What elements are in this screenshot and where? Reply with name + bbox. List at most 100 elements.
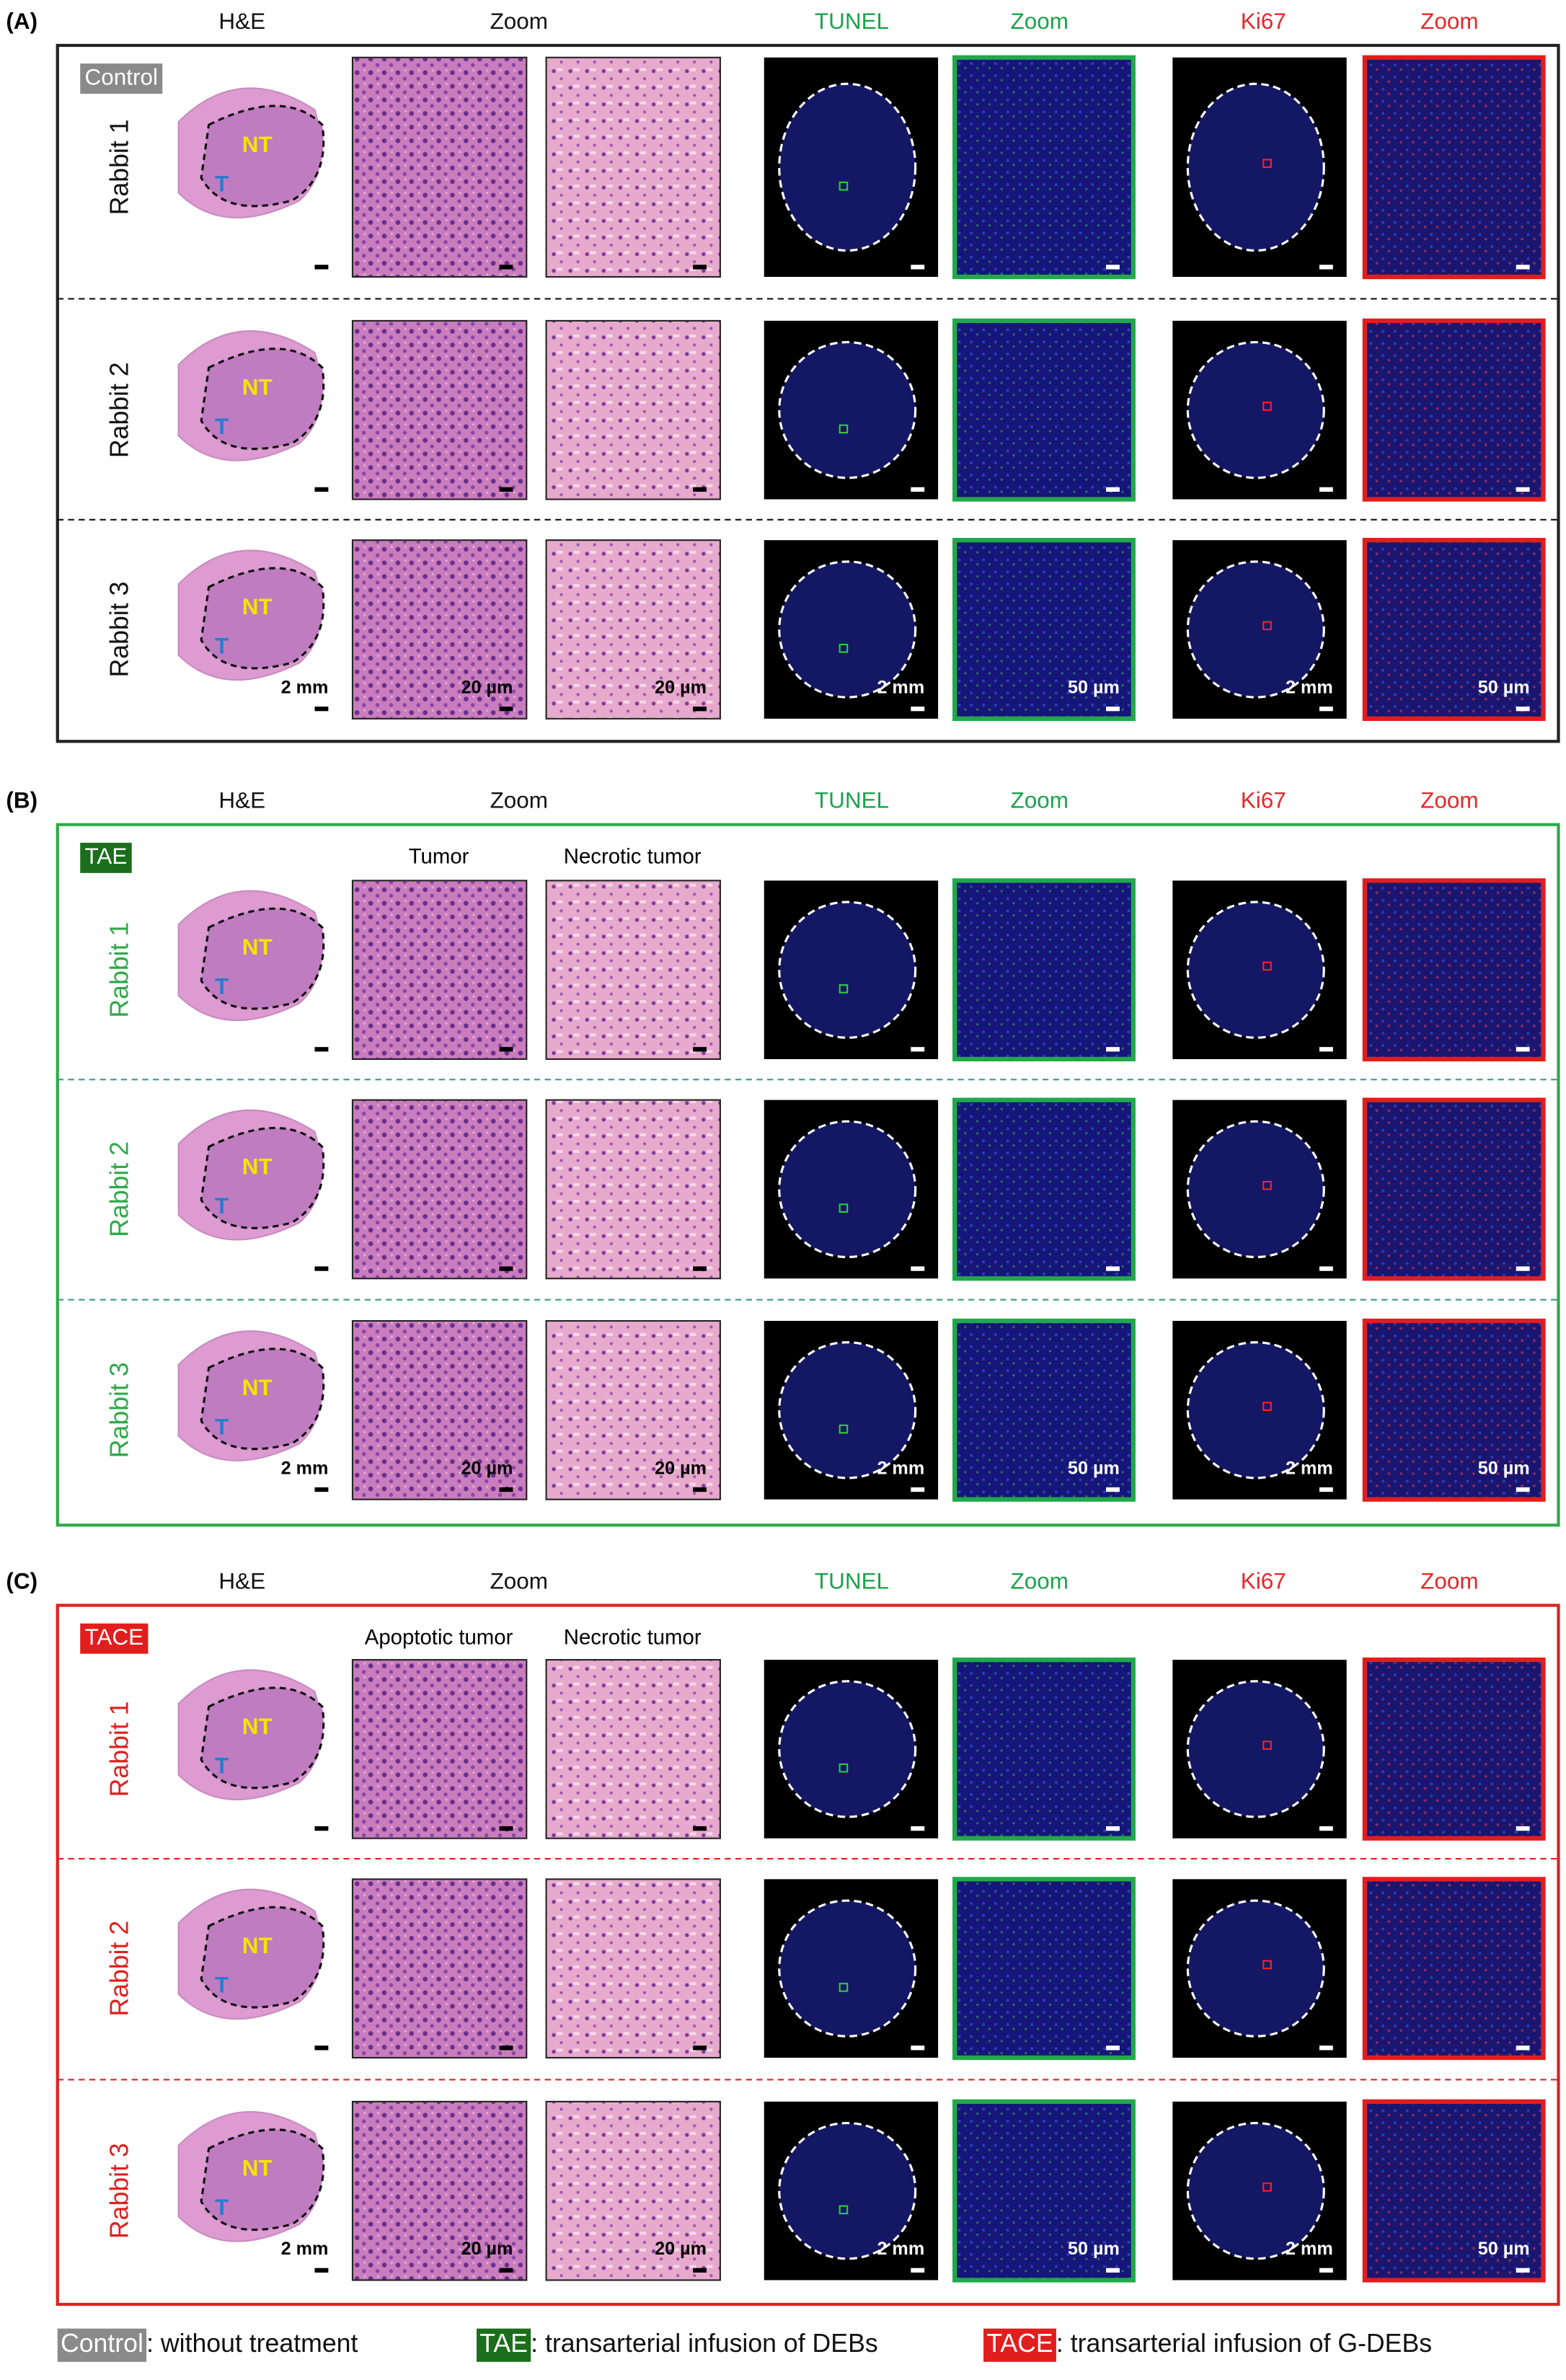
scale-bar xyxy=(1319,1487,1333,1492)
scale-bar xyxy=(1106,2045,1120,2051)
scale-bar xyxy=(499,265,513,270)
legend-text: : transarterial infusion of DEBs xyxy=(531,2329,878,2358)
column-header: Zoom xyxy=(1420,1568,1478,1593)
row-label: Rabbit 3 xyxy=(105,2143,133,2239)
ki67-tissue xyxy=(1186,1680,1325,1818)
ki67-zoom xyxy=(1362,318,1546,502)
he-zoom-tumor xyxy=(351,1659,528,1839)
ki67-tissue xyxy=(1186,1341,1325,1479)
column-header: Ki67 xyxy=(1241,788,1286,813)
he-zoom-necrotic xyxy=(545,1878,721,2059)
ki67-zoom xyxy=(1362,1877,1546,2061)
he-zoom-necrotic xyxy=(545,319,721,500)
scale-bar-label: 20 µm xyxy=(461,677,513,697)
tissue-label: NT xyxy=(242,1154,273,1179)
column-header: TUNEL xyxy=(815,788,889,813)
he-zoom-necrotic xyxy=(545,2100,721,2281)
tissue-label: NT xyxy=(242,594,273,619)
scale-bar xyxy=(693,2268,707,2273)
scale-bar xyxy=(911,1487,925,1492)
ki67-tissue xyxy=(1186,82,1325,252)
panel-label: (B) xyxy=(6,788,37,813)
tumor-outline xyxy=(200,2128,325,2231)
tunel-zoom xyxy=(952,318,1136,502)
tissue-label: NT xyxy=(242,1714,273,1739)
panel-label: (C) xyxy=(6,1568,37,1593)
row-label: Rabbit 1 xyxy=(105,1702,133,1797)
scale-bar xyxy=(911,1047,925,1052)
ki67-zoom xyxy=(1362,55,1546,280)
tunel-roi xyxy=(839,1983,849,1992)
column-header: TUNEL xyxy=(815,1568,889,1593)
tissue-label: NT xyxy=(242,1375,273,1400)
he-zoom-tumor xyxy=(351,1319,528,1500)
scale-bar xyxy=(1319,1826,1333,1831)
scale-bar xyxy=(1106,1826,1120,1831)
scale-bar-label: 50 µm xyxy=(1478,1458,1530,1478)
column-header: TUNEL xyxy=(815,9,889,34)
tissue-label: T xyxy=(215,1193,229,1218)
scale-bar-label: 2 mm xyxy=(1286,2239,1333,2259)
group-tag-bg xyxy=(80,842,132,873)
tunel-roi xyxy=(839,2205,849,2215)
legend-tag: TAE xyxy=(479,2329,528,2358)
scale-bar-label: 20 µm xyxy=(461,1458,513,1478)
tunel-roi xyxy=(839,1424,849,1434)
scale-bar xyxy=(693,1487,707,1492)
scale-bar-label: 2 mm xyxy=(877,677,924,697)
tunel-tissue xyxy=(778,341,917,479)
tissue-label: T xyxy=(215,1973,229,1998)
row-label: Rabbit 3 xyxy=(105,1362,133,1458)
scale-bar xyxy=(693,2045,707,2051)
tunel-roi xyxy=(839,1203,849,1213)
ki67-roi xyxy=(1262,159,1272,168)
column-header: H&E xyxy=(218,788,265,813)
column-header: Zoom xyxy=(1420,788,1478,813)
ki67-roi xyxy=(1262,1402,1272,1411)
group-tag: TACE xyxy=(85,1624,144,1650)
tunel-roi xyxy=(839,424,849,434)
scale-bar xyxy=(499,2045,513,2051)
row-label: Rabbit 1 xyxy=(105,119,133,215)
he-zoom-necrotic xyxy=(545,539,721,720)
tunel-tissue xyxy=(778,1899,917,2038)
scale-bar xyxy=(314,2268,329,2273)
he-zoom-necrotic xyxy=(545,1099,721,1280)
scale-bar xyxy=(1319,1047,1333,1052)
scale-bar xyxy=(314,1047,329,1052)
ki67-roi xyxy=(1262,402,1272,411)
scale-bar xyxy=(1106,1047,1120,1052)
scale-bar xyxy=(1106,707,1120,712)
legend-tag-bg xyxy=(57,2328,147,2362)
tunel-zoom xyxy=(952,538,1136,721)
panel-frame xyxy=(56,43,1560,743)
scale-bar xyxy=(314,1826,329,1831)
column-header: Ki67 xyxy=(1241,1568,1286,1593)
tunel-zoom xyxy=(952,878,1136,1062)
scale-bar xyxy=(1516,1047,1530,1052)
tunel-tissue xyxy=(778,1341,917,1479)
scale-bar-label: 2 mm xyxy=(281,677,329,697)
scale-bar xyxy=(314,2045,329,2051)
scale-bar xyxy=(1516,1826,1530,1831)
ki67-roi xyxy=(1262,2182,1272,2192)
column-header: Zoom xyxy=(1010,1568,1068,1593)
scale-bar xyxy=(1319,707,1333,712)
tissue-label: T xyxy=(215,974,229,999)
tumor-outline xyxy=(200,348,325,451)
scale-bar xyxy=(693,487,707,492)
legend-tag-bg xyxy=(983,2328,1056,2362)
ki67-tissue xyxy=(1186,341,1325,479)
group-tag: Control xyxy=(85,64,158,89)
tissue-label: T xyxy=(215,171,229,196)
tissue-label: NT xyxy=(242,375,273,400)
column-header: Ki67 xyxy=(1241,9,1286,34)
group-tag-bg xyxy=(80,1623,149,1654)
scale-bar xyxy=(693,1047,707,1052)
scale-bar xyxy=(499,2268,513,2273)
tumor-outline xyxy=(200,1348,325,1451)
scale-bar xyxy=(1516,2268,1530,2273)
legend-text: : transarterial infusion of G-DEBs xyxy=(1056,2329,1432,2358)
scale-bar xyxy=(911,2045,925,2051)
